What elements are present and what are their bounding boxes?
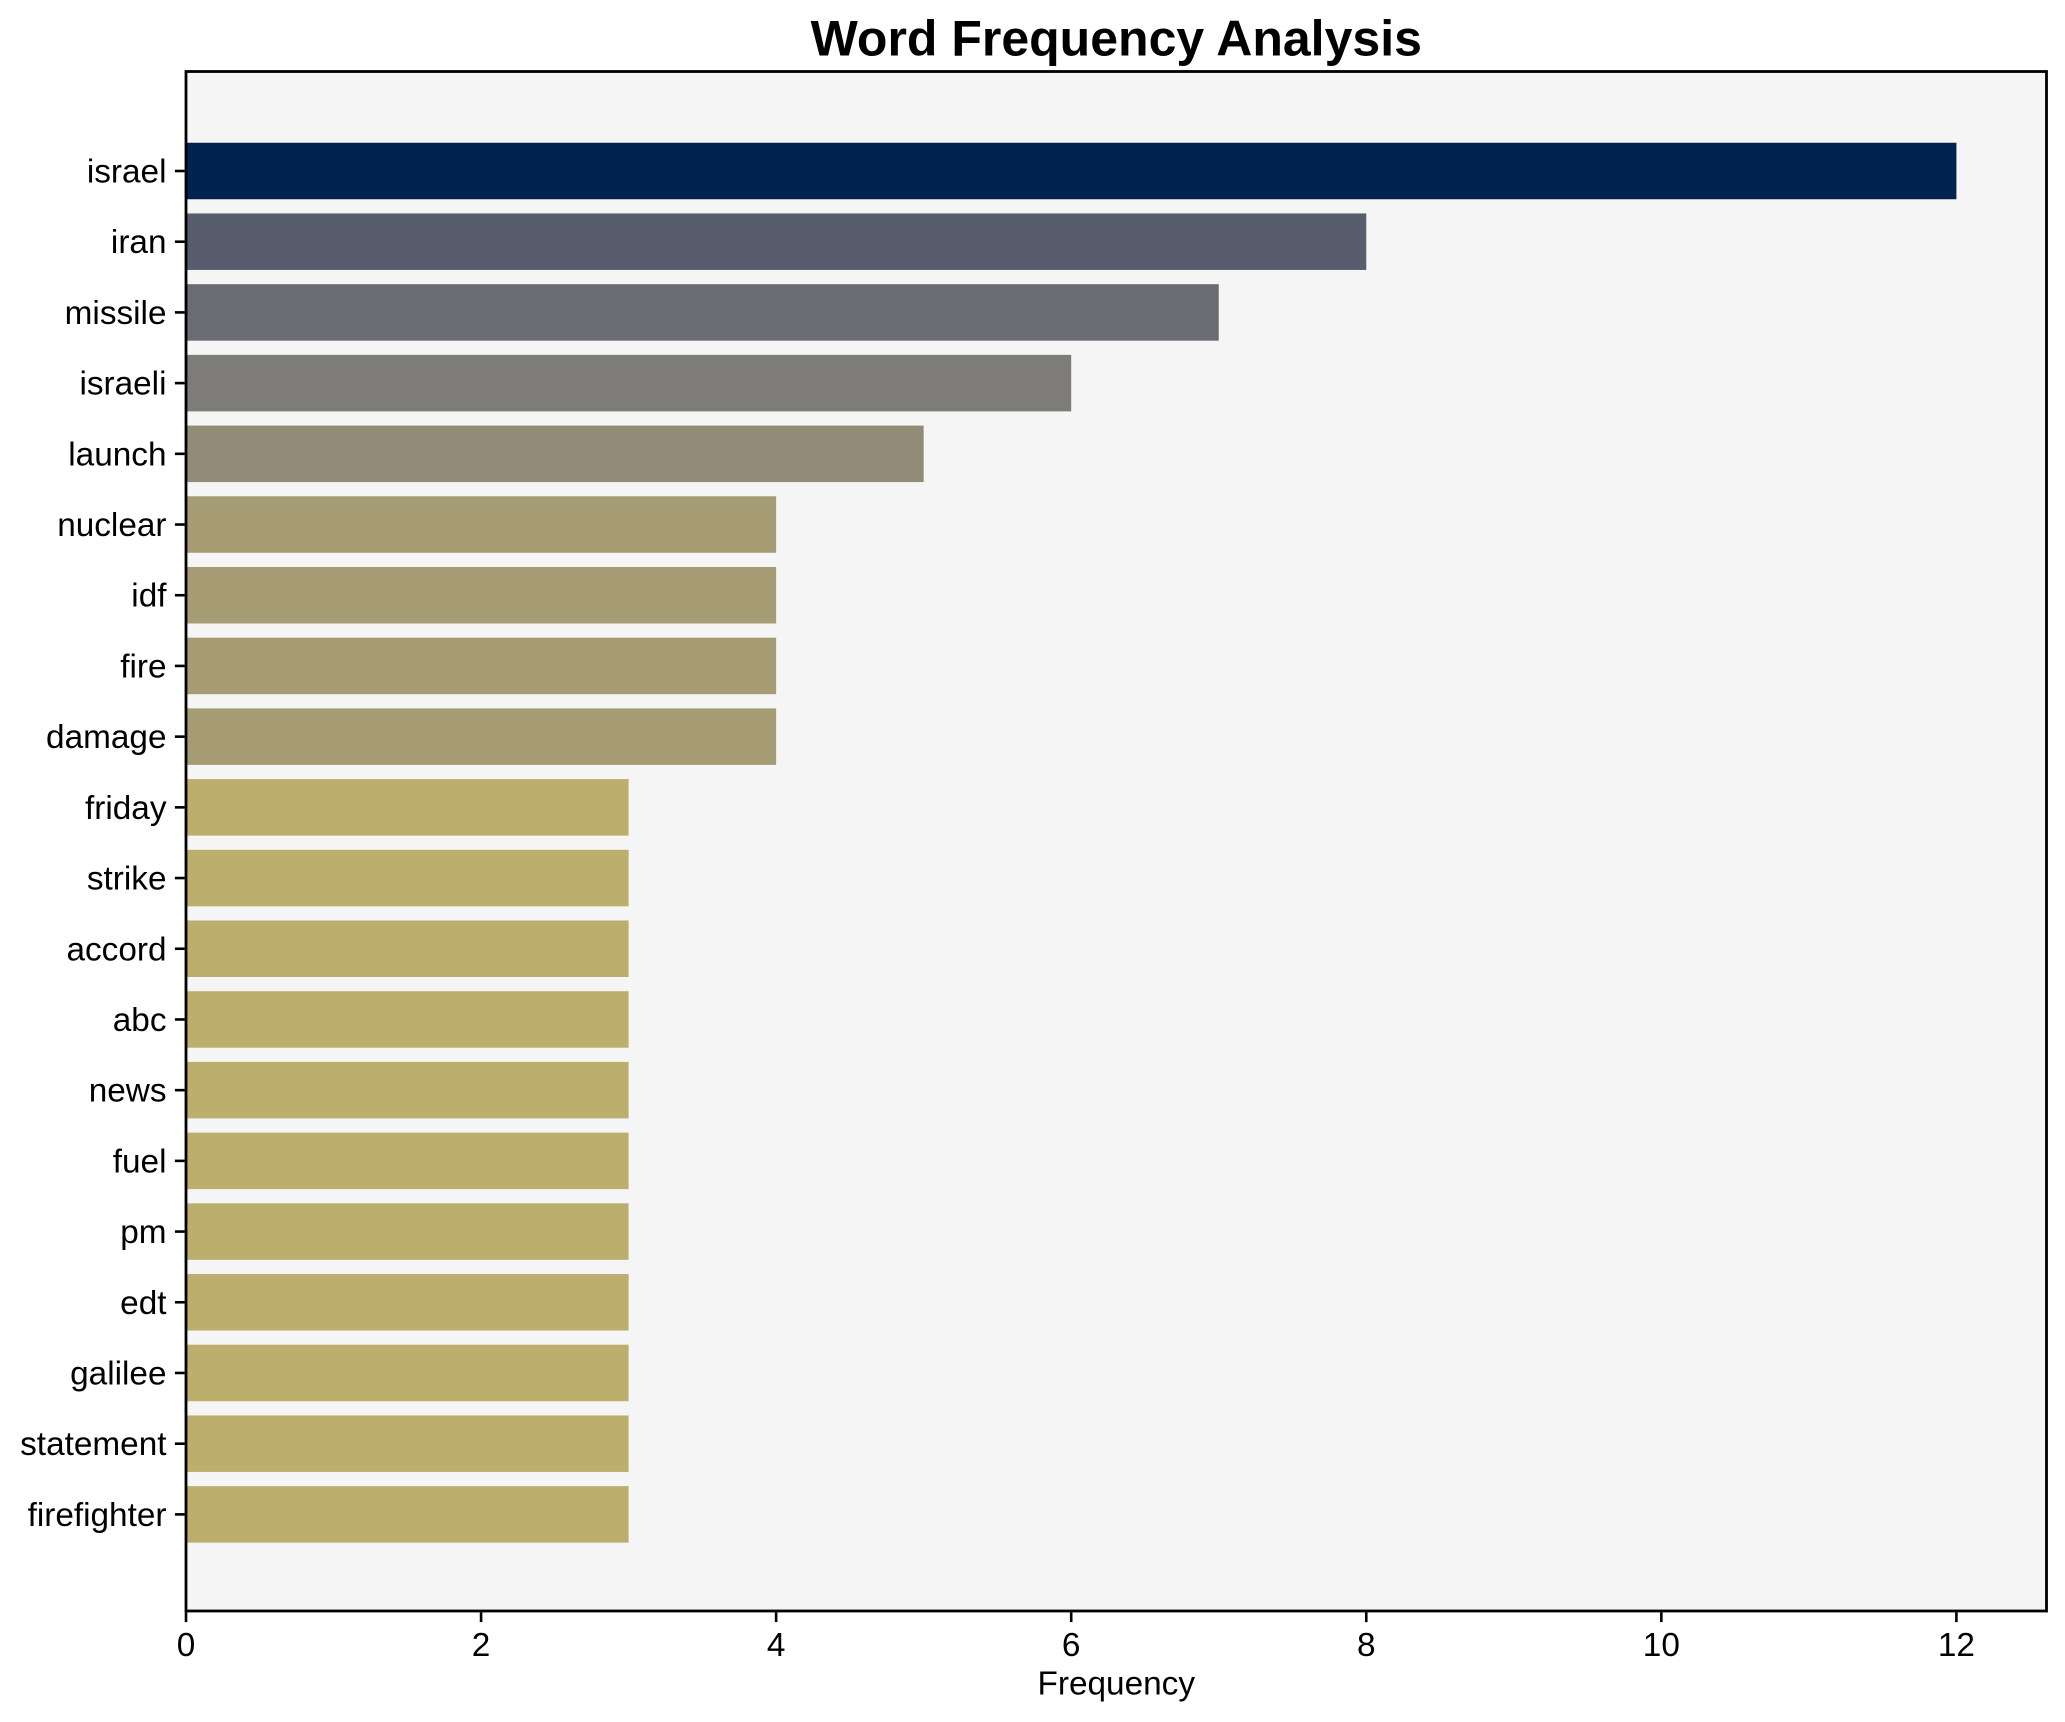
svg-text:accord: accord bbox=[66, 931, 166, 968]
svg-text:galilee: galilee bbox=[70, 1355, 166, 1392]
svg-text:Word Frequency Analysis: Word Frequency Analysis bbox=[811, 11, 1422, 67]
svg-text:missile: missile bbox=[65, 295, 167, 332]
svg-text:fuel: fuel bbox=[113, 1143, 167, 1180]
svg-text:8: 8 bbox=[1357, 1627, 1376, 1664]
svg-text:israeli: israeli bbox=[79, 366, 166, 403]
svg-text:israel: israel bbox=[87, 154, 167, 191]
svg-text:pm: pm bbox=[120, 1214, 166, 1251]
svg-text:Frequency: Frequency bbox=[1038, 1666, 1196, 1703]
svg-text:idf: idf bbox=[131, 578, 167, 615]
svg-text:statement: statement bbox=[20, 1426, 167, 1463]
svg-text:nuclear: nuclear bbox=[57, 507, 166, 544]
svg-text:launch: launch bbox=[68, 436, 166, 473]
svg-text:abc: abc bbox=[113, 1002, 167, 1039]
svg-text:friday: friday bbox=[85, 790, 167, 827]
svg-text:6: 6 bbox=[1062, 1627, 1081, 1664]
svg-text:strike: strike bbox=[87, 861, 167, 898]
svg-text:0: 0 bbox=[177, 1627, 196, 1664]
svg-text:12: 12 bbox=[1938, 1627, 1975, 1664]
svg-text:2: 2 bbox=[472, 1627, 491, 1664]
svg-text:4: 4 bbox=[767, 1627, 786, 1664]
svg-text:news: news bbox=[89, 1073, 167, 1110]
svg-text:edt: edt bbox=[120, 1285, 167, 1322]
svg-text:damage: damage bbox=[46, 719, 166, 756]
svg-text:fire: fire bbox=[120, 648, 166, 685]
svg-text:10: 10 bbox=[1643, 1627, 1680, 1664]
svg-text:firefighter: firefighter bbox=[28, 1497, 167, 1534]
svg-text:iran: iran bbox=[111, 224, 167, 261]
